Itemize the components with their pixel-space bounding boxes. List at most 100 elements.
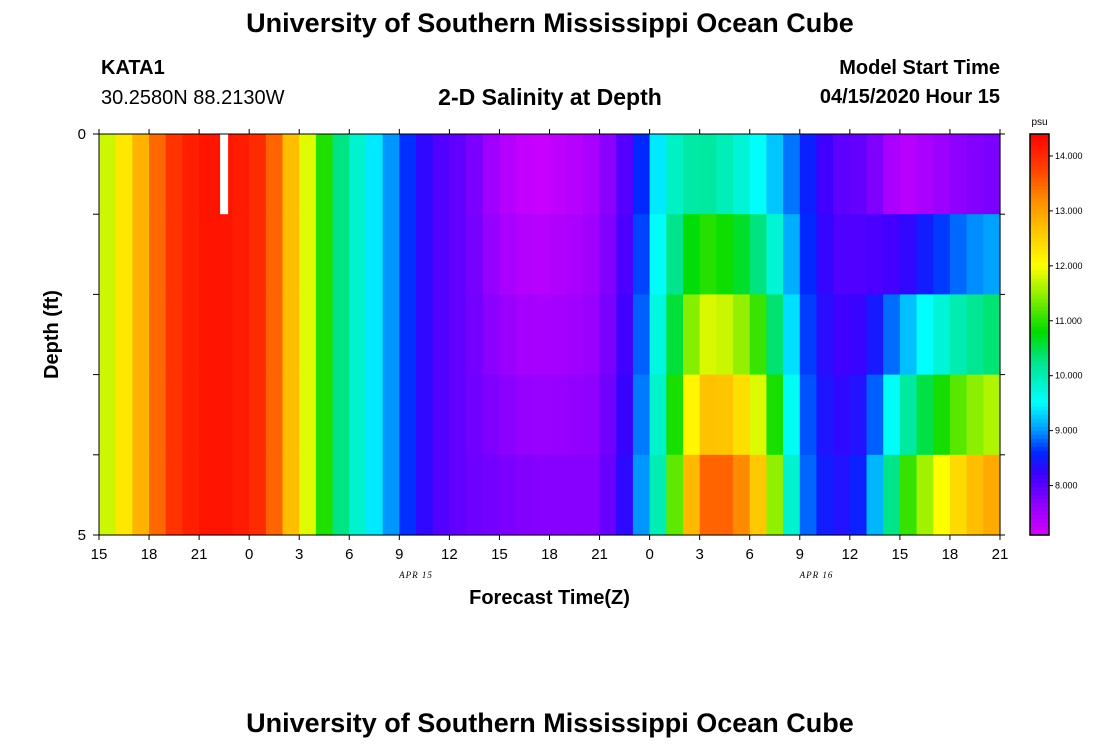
heatmap-cell [883,214,901,295]
heatmap-cell [265,294,284,376]
colorbar-segment [1030,502,1049,508]
heatmap-cell [332,294,350,376]
heatmap-cell [99,134,117,215]
colorbar-segment [1030,438,1049,444]
heatmap-cell [382,374,400,456]
heatmap-cell [682,294,701,376]
heatmap-cell [532,454,551,536]
heatmap-cell [265,454,284,536]
heatmap-cell [416,134,434,215]
colorbar-segment [1030,354,1049,360]
heatmap-cell [365,214,384,295]
heatmap-cell [99,374,117,456]
heatmap-cell [599,374,617,456]
x-tick-label: 9 [395,546,403,563]
heatmap-cell [149,374,167,456]
heatmap-cell [215,454,234,536]
colorbar-segment [1030,258,1049,263]
colorbar-segment [1030,486,1049,492]
heatmap-cell [499,454,517,536]
heatmap-cell [549,214,567,295]
heatmap-cell [916,294,934,376]
heatmap-cell [399,454,417,536]
x-date-label: APR 16 [799,570,834,580]
colorbar-segment [1030,514,1049,520]
colorbar-segment [1030,442,1049,448]
colorbar-segment [1030,294,1049,300]
x-tick-label: 18 [942,546,959,563]
colorbar-segment [1030,170,1049,175]
heatmap-cell [365,134,384,215]
heatmap-cell [599,214,617,295]
heatmap-cell [899,454,918,536]
heatmap-cell [549,134,567,215]
model-start-label: Model Start Time [839,57,1000,79]
heatmap-cell [315,294,334,376]
heatmap-cell [916,374,934,456]
heatmap-cell [949,294,968,376]
heatmap-cell [466,214,484,295]
x-axis-label: Forecast Time(Z) [469,587,630,609]
y-tick-label: 0 [78,126,86,143]
heatmap-cell [365,374,384,456]
heatmap-cell [182,374,200,456]
heatmap-cell [549,294,567,376]
x-tick-label: 21 [591,546,608,563]
heatmap-cell [232,454,250,536]
heatmap-cell [833,454,851,536]
heatmap-cell [182,454,200,536]
heatmap-cell [983,294,1001,376]
colorbar-segment [1030,390,1049,396]
heatmap-cell [432,214,450,295]
colorbar-segment [1030,402,1049,408]
colorbar-segment [1030,338,1049,344]
heatmap-cell [115,454,133,536]
heatmap-cell [649,134,667,215]
colorbar-segment [1030,298,1049,304]
heatmap-cell [249,294,267,376]
colorbar-segment [1030,182,1049,187]
colorbar-tick-label: 9.000 [1055,426,1078,436]
heatmap-cell [816,134,834,215]
heatmap-cell [783,134,801,215]
heatmap-cell [516,294,534,376]
colorbar-segment [1030,146,1049,151]
heatmap-cell [616,294,634,376]
heatmap-cell [649,454,667,536]
heatmap-cell [115,134,133,215]
heatmap-cell [432,294,450,376]
x-tick-label: 15 [91,546,108,563]
heatmap-cell [766,374,784,456]
heatmap-cell [816,454,834,536]
heatmap-cell [699,294,717,376]
heatmap-cell [716,214,734,295]
heatmap-cell [966,454,984,536]
heatmap-cell [749,134,768,215]
heatmap-cell [382,294,400,376]
heatmap-cell [616,454,634,536]
colorbar-segment [1030,322,1049,328]
colorbar-segment [1030,246,1049,251]
heatmap-cell [132,214,150,295]
heatmap-cell [582,294,601,376]
colorbar-segment [1030,206,1049,211]
colorbar-segment [1030,238,1049,243]
heatmap-cell [949,374,968,456]
heatmap-cell [449,454,467,536]
heatmap-cell [699,374,717,456]
heatmap-cell [966,374,984,456]
heatmap-cell [849,214,868,295]
heatmap-cell [549,374,567,456]
heatmap-cell [599,294,617,376]
heatmap-cell [232,214,250,295]
heatmap-cell [883,374,901,456]
heatmap-cell [866,454,884,536]
x-tick-label: 15 [892,546,909,563]
heatmap-cell [983,134,1001,215]
heatmap-cell [849,454,868,536]
colorbar-tick-label: 10.000 [1055,371,1083,381]
heatmap-cell [99,294,117,376]
colorbar-segment [1030,494,1049,500]
heatmap-cell [666,294,684,376]
